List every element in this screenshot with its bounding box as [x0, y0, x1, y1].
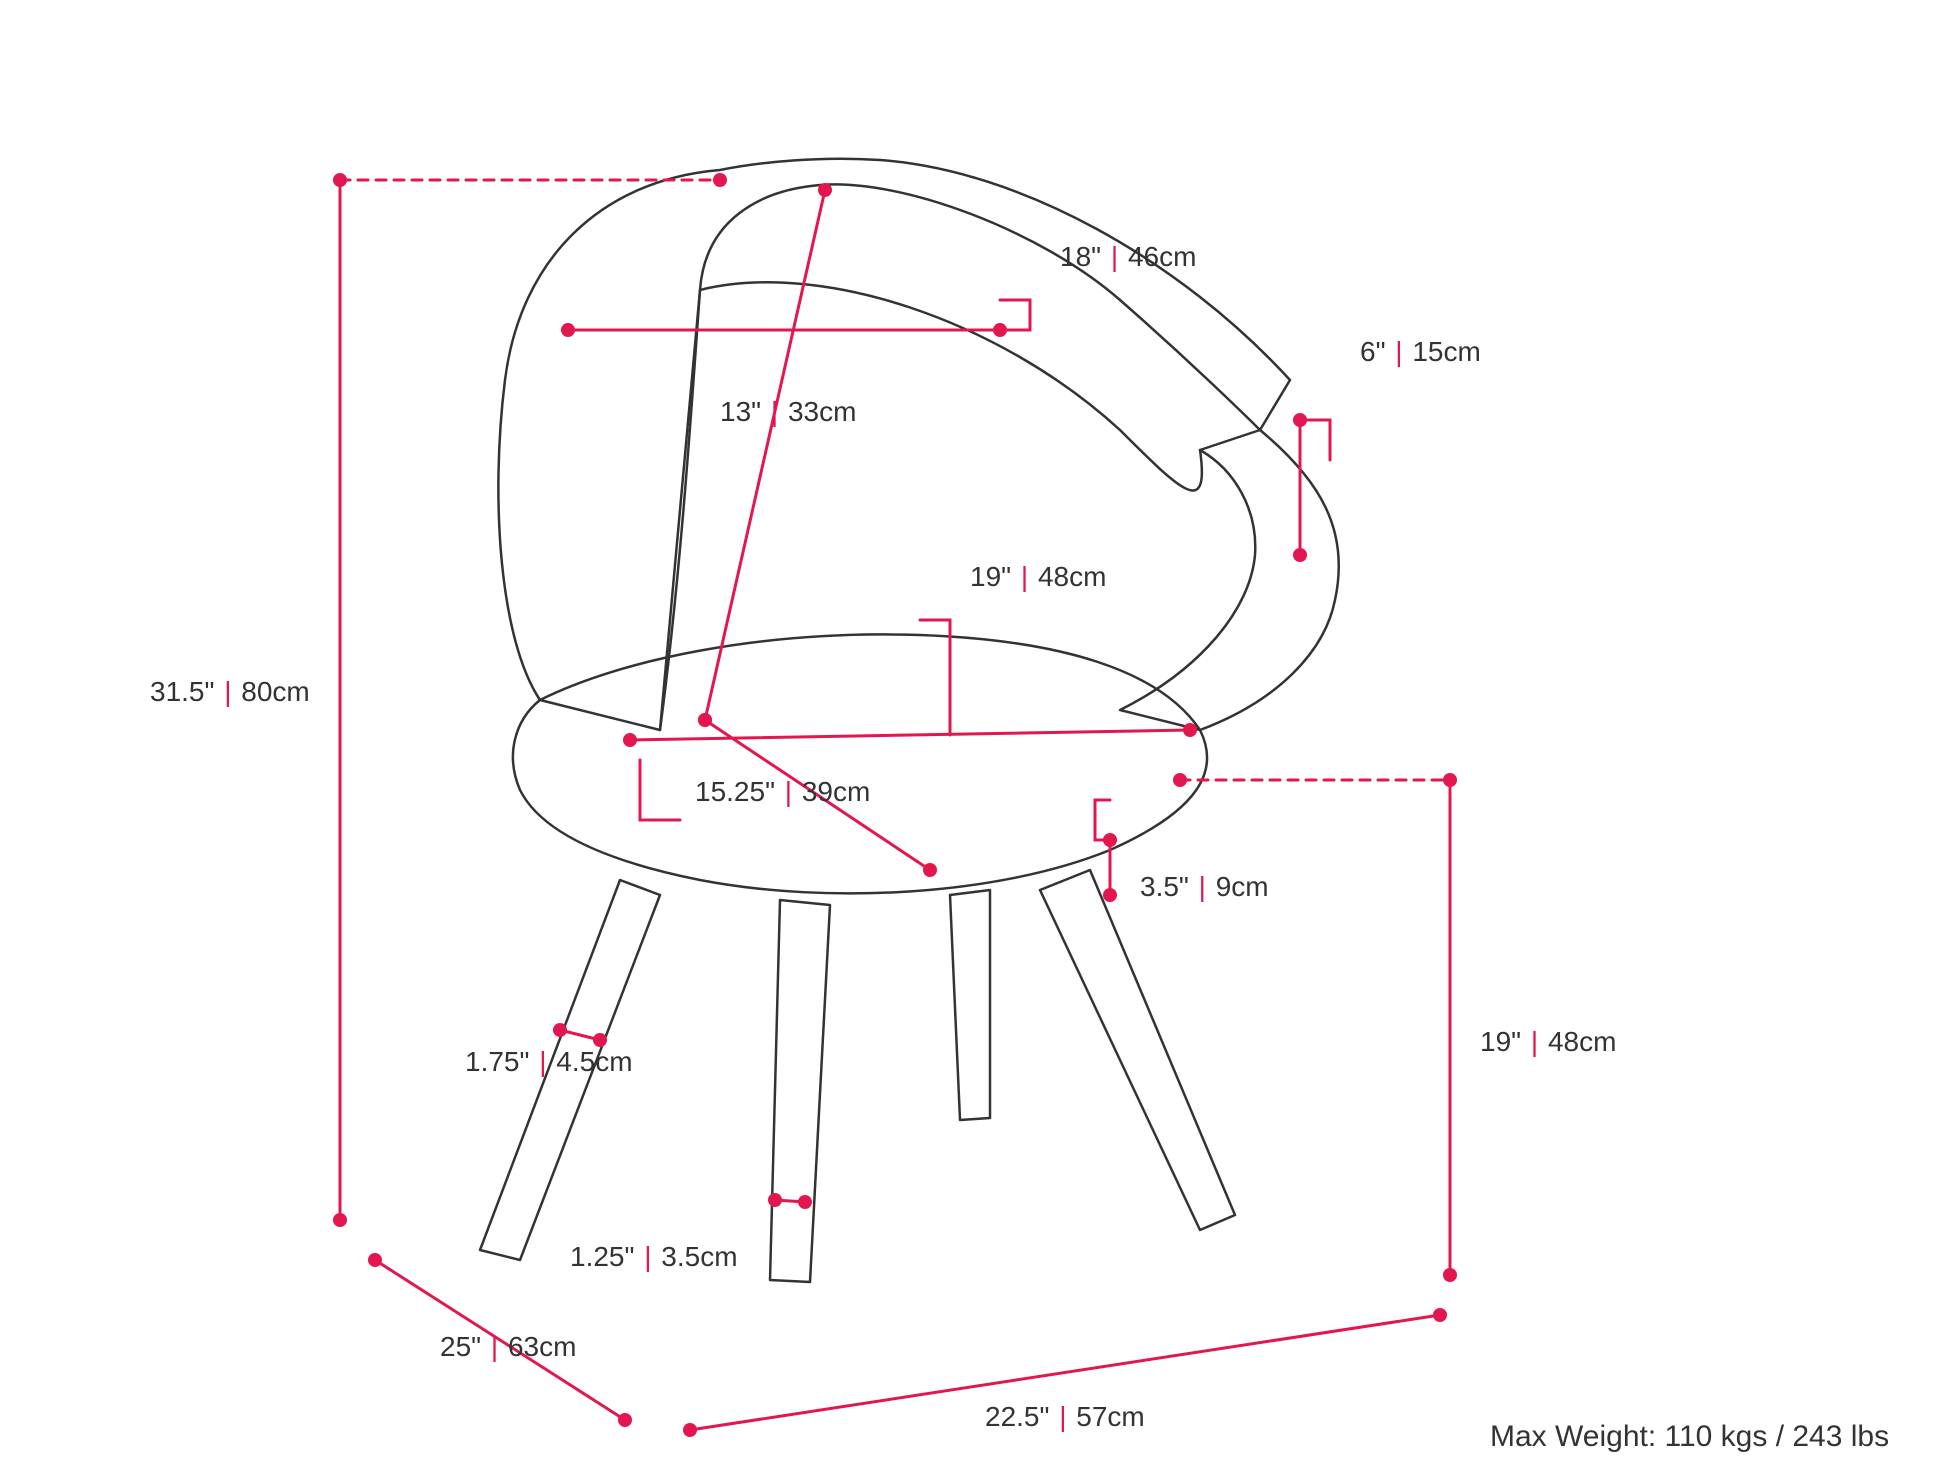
inches-value: 19"	[970, 561, 1011, 592]
unit-divider: |	[1049, 1401, 1076, 1432]
inches-value: 15.25"	[695, 776, 775, 807]
unit-divider: |	[1386, 336, 1413, 367]
unit-divider: |	[761, 396, 788, 427]
max-weight-text: Max Weight: 110 kgs / 243 lbs	[1490, 1420, 1889, 1454]
dim-leg-top-width-label: 1.75" | 4.5cm	[465, 1046, 633, 1078]
cm-value: 9cm	[1216, 871, 1269, 902]
cm-value: 48cm	[1038, 561, 1106, 592]
inches-value: 25"	[440, 1331, 481, 1362]
diagram-svg	[0, 0, 1946, 1459]
inches-value: 13"	[720, 396, 761, 427]
inches-value: 31.5"	[150, 676, 214, 707]
dim-seat-depth-label: 15.25" | 39cm	[695, 776, 870, 808]
cm-value: 4.5cm	[556, 1046, 632, 1077]
unit-divider: |	[481, 1331, 508, 1362]
unit-divider: |	[634, 1241, 661, 1272]
inches-value: 1.25"	[570, 1241, 634, 1272]
inches-value: 22.5"	[985, 1401, 1049, 1432]
chair-outline	[480, 159, 1339, 1282]
diagram-stage	[0, 0, 1946, 1459]
dim-leg-height-label: 19" | 48cm	[1480, 1026, 1616, 1058]
dim-total-height-label: 31.5" | 80cm	[150, 676, 310, 708]
unit-divider: |	[1101, 241, 1128, 272]
dim-seat-thickness-label: 3.5" | 9cm	[1140, 871, 1269, 903]
inches-value: 18"	[1060, 241, 1101, 272]
cm-value: 33cm	[788, 396, 856, 427]
cm-value: 15cm	[1412, 336, 1480, 367]
unit-divider: |	[529, 1046, 556, 1077]
cm-value: 39cm	[802, 776, 870, 807]
dimension-overlay	[333, 173, 1457, 1437]
cm-value: 57cm	[1076, 1401, 1144, 1432]
inches-value: 3.5"	[1140, 871, 1189, 902]
unit-divider: |	[214, 676, 241, 707]
cm-value: 3.5cm	[661, 1241, 737, 1272]
unit-divider: |	[775, 776, 802, 807]
cm-value: 63cm	[508, 1331, 576, 1362]
inches-value: 1.75"	[465, 1046, 529, 1077]
inches-value: 19"	[1480, 1026, 1521, 1057]
cm-value: 80cm	[241, 676, 309, 707]
dim-back-top-width-label: 18" | 46cm	[1060, 241, 1196, 273]
unit-divider: |	[1521, 1026, 1548, 1057]
dim-depth-label: 25" | 63cm	[440, 1331, 576, 1363]
dim-arm-height-label: 6" | 15cm	[1360, 336, 1481, 368]
inches-value: 6"	[1360, 336, 1386, 367]
dim-leg-bottom-width-label: 1.25" | 3.5cm	[570, 1241, 738, 1273]
unit-divider: |	[1011, 561, 1038, 592]
dim-width-label: 22.5" | 57cm	[985, 1401, 1145, 1433]
dim-back-height-label: 13" | 33cm	[720, 396, 856, 428]
dim-seat-width-label: 19" | 48cm	[970, 561, 1106, 593]
cm-value: 46cm	[1128, 241, 1196, 272]
cm-value: 48cm	[1548, 1026, 1616, 1057]
unit-divider: |	[1189, 871, 1216, 902]
